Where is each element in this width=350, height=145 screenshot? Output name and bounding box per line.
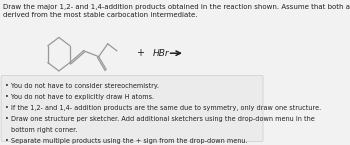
Text: HBr: HBr [153, 49, 170, 58]
FancyBboxPatch shape [1, 75, 263, 141]
Text: • Draw one structure per sketcher. Add additional sketchers using the drop-down : • Draw one structure per sketcher. Add a… [5, 116, 315, 122]
Text: • You do not have to explicitly draw H atoms.: • You do not have to explicitly draw H a… [5, 94, 154, 100]
Text: • Separate multiple products using the + sign from the drop-down menu.: • Separate multiple products using the +… [5, 138, 248, 144]
Text: Draw the major 1,2- and 1,4-addition products obtained in the reaction shown. As: Draw the major 1,2- and 1,4-addition pro… [3, 4, 350, 10]
Text: derived from the most stable carbocation intermediate.: derived from the most stable carbocation… [3, 12, 197, 18]
Text: +: + [135, 48, 144, 58]
Text: bottom right corner.: bottom right corner. [10, 127, 77, 133]
Text: • If the 1,2- and 1,4- addition products are the same due to symmetry, only draw: • If the 1,2- and 1,4- addition products… [5, 105, 322, 111]
Text: • You do not have to consider stereochemistry.: • You do not have to consider stereochem… [5, 83, 159, 89]
